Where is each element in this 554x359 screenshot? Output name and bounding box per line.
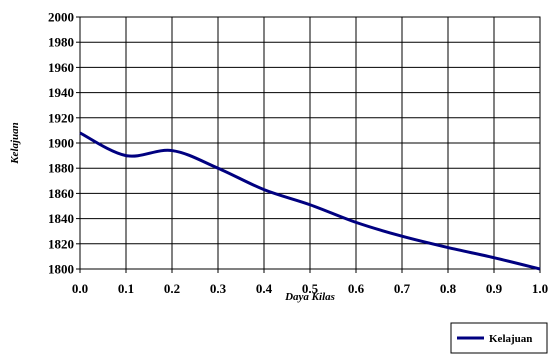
x-tick-label: 0.5 (302, 281, 319, 296)
y-tick-label: 2000 (48, 10, 74, 25)
x-tick-label: 0.1 (118, 281, 134, 296)
legend-label: Kelajuan (489, 333, 532, 345)
y-tick-label: 1960 (48, 60, 74, 75)
y-tick-label: 1900 (48, 136, 74, 151)
x-tick-label: 0.9 (486, 281, 503, 296)
y-tick-label: 1880 (48, 161, 74, 176)
y-tick-label: 1820 (48, 236, 74, 251)
x-tick-label: 0.6 (348, 281, 365, 296)
grid-lines (79, 16, 541, 270)
x-tick-label: 0.3 (210, 281, 227, 296)
x-tick-label: 1.0 (532, 281, 548, 296)
y-tick-label: 1940 (48, 85, 74, 100)
x-tick-label: 0.4 (256, 281, 273, 296)
y-axis-title: Kelajuan (9, 122, 21, 165)
legend: Kelajuan (450, 322, 548, 354)
x-axis-title: Daya Kilas (284, 291, 335, 303)
y-tick-label: 1980 (48, 35, 74, 50)
x-axis-ticks: 0.0 0.1 0.2 0.3 0.4 0.5 0.6 0.7 0.8 0.9 1.0 (72, 269, 548, 296)
plot-area-border (79, 16, 541, 270)
y-tick-label: 1800 (48, 262, 74, 277)
series-lines (79, 131, 541, 271)
x-tick-label: 0.0 (72, 281, 88, 296)
y-axis-ticks: 1800 1820 1840 1860 1880 1900 1920 1940 1960 1980… (48, 10, 80, 277)
y-tick-label: 1860 (48, 186, 74, 201)
series-line (79, 131, 541, 271)
x-tick-label: 0.8 (440, 281, 457, 296)
x-tick-label: 0.7 (394, 281, 411, 296)
x-tick-label: 0.2 (164, 281, 180, 296)
y-tick-label: 1920 (48, 110, 74, 125)
y-tick-label: 1840 (48, 211, 74, 226)
